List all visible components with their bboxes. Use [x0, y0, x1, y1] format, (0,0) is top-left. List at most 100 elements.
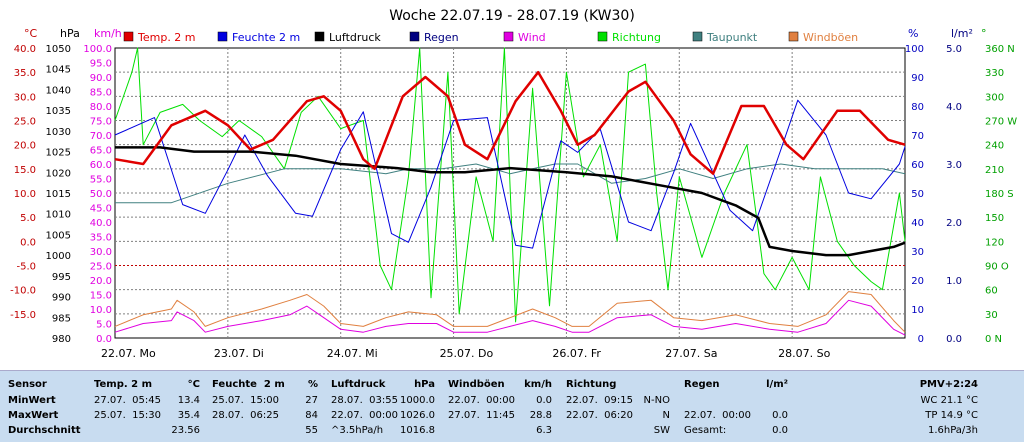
stats-regen-time: Gesamt: [684, 425, 727, 436]
pct-tick-label: 20 [911, 276, 924, 287]
celsius-tick-label: 25.0 [14, 117, 36, 128]
stats-regen-time: 22.07. 00:00 [684, 410, 751, 421]
legend-label: Richtung [612, 31, 661, 44]
legend-label: Temp. 2 m [137, 31, 196, 44]
lm2-tick-label: 1.0 [946, 276, 962, 287]
stats-luftdruck-time: 28.07. 03:55 [331, 395, 398, 406]
pct-tick-label: 0 [918, 334, 924, 345]
stats-luftdruck-unit: hPa [414, 379, 435, 390]
pct-tick-label: 10 [911, 305, 924, 316]
legend-swatch [123, 31, 134, 42]
stats-pmv-value: WC 21.1 °C [920, 395, 978, 406]
deg-tick-label: 90 O [985, 262, 1009, 273]
celsius-tick-label: 40.0 [14, 44, 36, 55]
stats-feuchte-time: 28.07. 06:25 [212, 410, 279, 421]
stats-temp-time: 27.07. 05:45 [94, 395, 161, 406]
lm2-tick-label: 3.0 [946, 160, 962, 171]
axis-header-celsius: °C [24, 27, 38, 40]
hpa-tick-label: 1000 [46, 251, 71, 262]
celsius-tick-label: 35.0 [14, 68, 36, 79]
deg-tick-label: 330 [985, 68, 1004, 79]
axis-header-hpa: hPa [60, 27, 80, 40]
stats-temp-header: Temp. 2 m [94, 379, 152, 390]
kmh-tick-label: 100.0 [83, 44, 112, 55]
celsius-tick-label: 10.0 [14, 189, 36, 200]
series-richtung [114, 47, 906, 323]
stats-temp-value: 13.4 [177, 395, 200, 406]
deg-tick-label: 30 [985, 310, 998, 321]
series-temp-2-m [114, 70, 906, 175]
lm2-tick-label: 4.0 [946, 102, 962, 113]
stats-luftdruck-header: Luftdruck [331, 379, 386, 390]
stats-feuchte-value: 84 [305, 410, 318, 421]
hpa-tick-label: 990 [52, 293, 71, 304]
hpa-tick-label: 1040 [46, 85, 71, 96]
kmh-tick-label: 40.0 [90, 218, 112, 229]
stats-feuchte-header: Feuchte 2 m [212, 379, 285, 390]
stats-pmv-value: TP 14.9 °C [925, 410, 978, 421]
deg-tick-label: 120 [985, 237, 1004, 248]
deg-tick-label: 240 [985, 141, 1004, 152]
x-tick-label: 24.07. Mi [327, 347, 378, 360]
stats-sensor-header: Sensor [8, 379, 47, 390]
hpa-tick-label: 985 [52, 313, 71, 324]
deg-tick-label: 150 [985, 213, 1004, 224]
deg-tick-label: 210 [985, 165, 1004, 176]
stats-regen-header: Regen [684, 379, 720, 390]
kmh-tick-label: 20.0 [90, 276, 112, 287]
hpa-tick-label: 995 [52, 272, 71, 283]
kmh-tick-label: 45.0 [90, 204, 112, 215]
series-feuchte-2-m [114, 99, 906, 249]
kmh-tick-label: 30.0 [90, 247, 112, 258]
deg-tick-label: 270 W [985, 117, 1017, 128]
hpa-tick-label: 980 [52, 334, 71, 345]
hpa-tick-label: 1030 [46, 127, 71, 138]
chart-title: Woche 22.07.19 - 28.07.19 (KW30) [389, 8, 635, 24]
kmh-tick-label: 75.0 [90, 117, 112, 128]
legend-swatch [597, 31, 608, 42]
kmh-tick-label: 0.0 [96, 334, 112, 345]
celsius-tick-label: 0.0 [20, 237, 36, 248]
celsius-tick-label: 30.0 [14, 92, 36, 103]
deg-tick-label: 180 S [985, 189, 1014, 200]
stats-temp-value: 35.4 [177, 410, 200, 421]
pct-tick-label: 80 [911, 102, 924, 113]
celsius-tick-label: -15.0 [10, 310, 36, 321]
axis-header-deg: ° [981, 27, 987, 40]
deg-tick-label: 60 [985, 286, 998, 297]
hpa-tick-label: 1015 [46, 189, 71, 200]
x-tick-label: 28.07. So [778, 347, 830, 360]
hpa-tick-label: 1050 [46, 44, 71, 55]
x-tick-label: 23.07. Di [214, 347, 264, 360]
legend-label: Taupunkt [706, 31, 758, 44]
legend-swatch [409, 31, 420, 42]
deg-tick-label: 0 N [985, 334, 1002, 345]
stats-richtung-time: 22.07. 06:20 [566, 410, 633, 421]
series-windb-en [114, 291, 906, 333]
legend: Temp. 2 m Feuchte 2 m Luftdruck Regen Wind Ri… [123, 31, 858, 44]
kmh-tick-label: 90.0 [90, 73, 112, 84]
stats-luftdruck-time: ^3.5hPa/h [331, 425, 384, 436]
celsius-tick-label: -10.0 [10, 286, 36, 297]
axis-header-lm2: l/m² [951, 27, 973, 40]
axis-header-pct: % [908, 27, 918, 40]
stats-windboen-time: 27.07. 11:45 [448, 410, 515, 421]
kmh-tick-label: 95.0 [90, 59, 112, 70]
legend-label: Luftdruck [329, 31, 381, 44]
celsius-tick-label: 20.0 [14, 141, 36, 152]
pct-tick-label: 70 [911, 131, 924, 142]
kmh-tick-label: 65.0 [90, 146, 112, 157]
stats-richtung-value: N-NO [643, 395, 670, 406]
x-tick-label: 25.07. Do [440, 347, 494, 360]
kmh-tick-label: 15.0 [90, 291, 112, 302]
hpa-tick-label: 1045 [46, 65, 71, 76]
stats-richtung-time: 22.07. 09:15 [566, 395, 633, 406]
hpa-tick-label: 1035 [46, 106, 71, 117]
kmh-tick-label: 10.0 [90, 305, 112, 316]
kmh-tick-label: 50.0 [90, 189, 112, 200]
stats-row-label: MinWert [8, 395, 56, 406]
hpa-tick-label: 1010 [46, 210, 71, 221]
stats-luftdruck-value: 1026.0 [400, 410, 435, 421]
celsius-tick-label: 15.0 [14, 165, 36, 176]
